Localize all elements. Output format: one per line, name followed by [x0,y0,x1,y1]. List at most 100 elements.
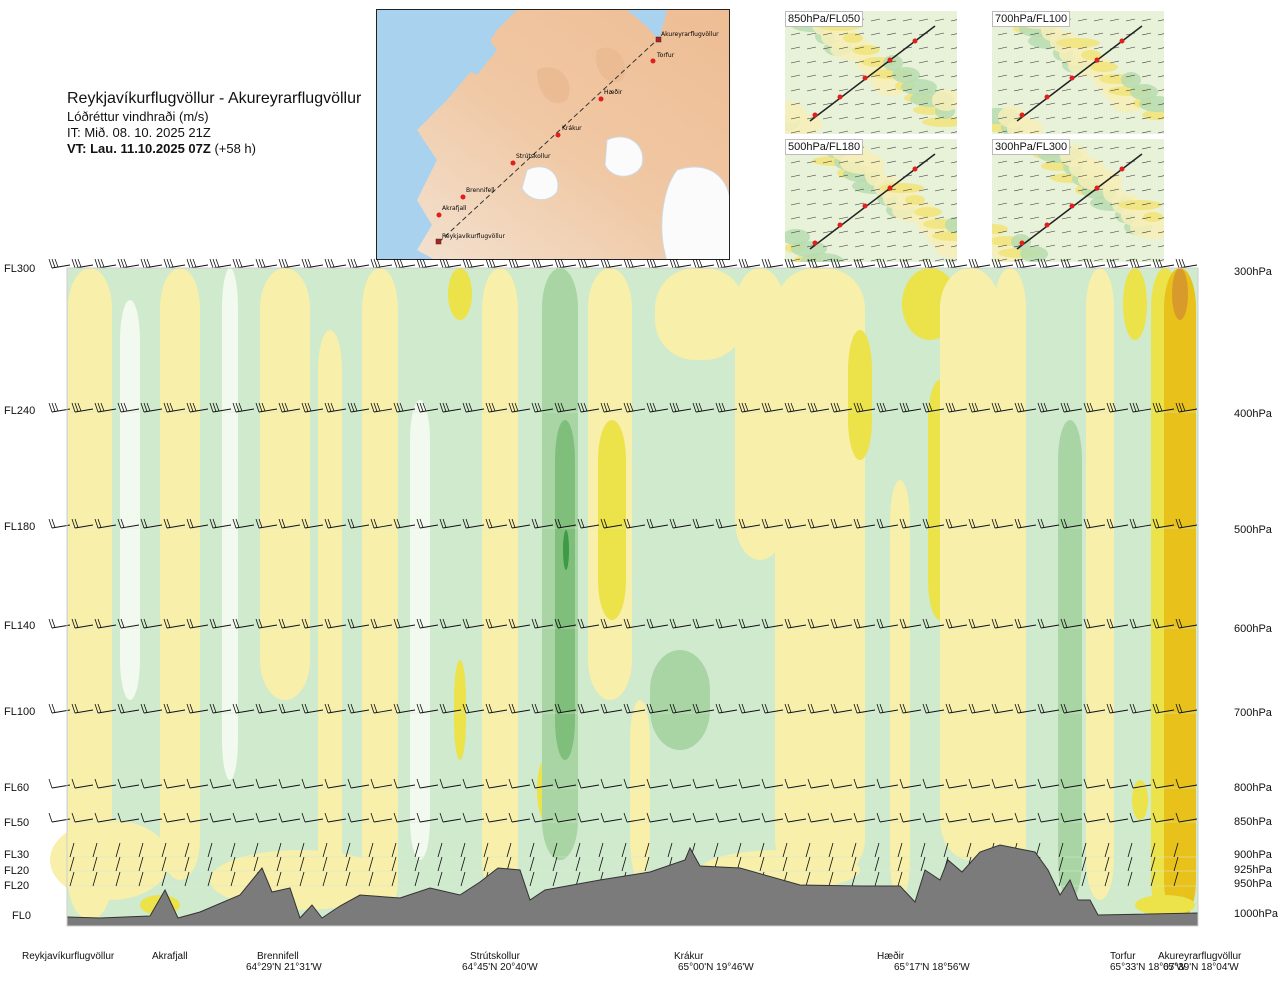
fl-label-20a: FL20 [4,865,30,877]
wind-barb [368,842,374,858]
route-map-svg: Akureyrarflugvöllur Torfur Hæðir Krákur … [377,10,729,259]
wind-barb [736,842,742,858]
station-coord: 65°39'N 18°04'W [1163,962,1239,973]
wind-barb [232,518,255,529]
wind-barb [232,402,255,413]
wind-barb [209,402,232,413]
wind-barb [393,618,416,629]
wind-barb [945,812,968,823]
wind-barb [92,871,98,887]
wind-barb [1175,258,1198,269]
wind-barb [552,871,558,887]
wind-barb [255,778,278,789]
wind-barb [807,518,830,529]
wind-barb [508,518,531,529]
wind-barb [968,812,991,823]
hpa-label-400: 400hPa [1234,408,1272,420]
wind-barb [1129,258,1152,269]
wind-barb [299,856,305,872]
wind-barb [508,778,531,789]
wind-barb [324,618,347,629]
field-band [410,400,430,860]
wind-barb [575,856,581,872]
fl-label-0: FL0 [12,910,31,922]
wind-barb [1150,871,1156,887]
wind-barb [230,856,236,872]
wind-barb [830,402,853,413]
map-stations: Akureyrarflugvöllur Torfur Hæðir Krákur … [435,31,719,245]
map-label-haedir: Hæðir [604,89,623,96]
wind-barb [644,842,650,858]
field-band [448,268,472,320]
wind-barb [761,618,784,629]
wind-barb [1106,618,1129,629]
wind-barb [117,258,140,269]
wind-barb [646,778,669,789]
station-reykjavik: Reykjavíkurflugvöllur [22,951,114,962]
field-band [1123,268,1147,340]
wind-barb [968,518,991,529]
wind-barb [1129,778,1152,789]
wind-barb [71,258,94,269]
wind-barb [439,812,462,823]
wind-barb [209,703,232,714]
field-band [940,268,1000,860]
wind-barb [623,258,646,269]
wind-barb [784,703,807,714]
wind-barb [393,778,416,789]
wind-barb [1014,778,1037,789]
wind-barb [830,812,853,823]
wind-barb [483,856,489,872]
wind-barb [94,402,117,413]
wind-barb [899,258,922,269]
wind-barb [115,871,121,887]
wind-barb [1060,518,1083,529]
wind-barb [209,778,232,789]
station-coord: 64°29'N 21°31'W [246,962,322,973]
wind-barb [115,856,121,872]
wind-barb [416,618,439,629]
wind-barb [163,618,186,629]
wind-barb [1083,812,1106,823]
wind-barb [761,703,784,714]
wind-barb [554,812,577,823]
wind-barb [1129,812,1152,823]
wind-barb [968,402,991,413]
wind-barb [531,618,554,629]
wind-barb [646,703,669,714]
wind-barb [669,258,692,269]
wind-barb [1173,842,1179,858]
wind-barb [1014,402,1037,413]
wind-barb [439,402,462,413]
wind-barb [552,842,558,858]
wind-barb [853,812,876,823]
wind-barb [207,871,213,887]
wind-barb [830,618,853,629]
wind-barb [1081,842,1087,858]
wind-barb [94,258,117,269]
wind-barb [1060,618,1083,629]
wind-barb [897,871,903,887]
wind-barb [94,618,117,629]
wind-barb [414,856,420,872]
wind-barb [1060,703,1083,714]
wind-barb [324,778,347,789]
wind-barb [186,518,209,529]
wind-barb [324,402,347,413]
wind-barb [807,402,830,413]
wind-barb [1106,703,1129,714]
wind-barb [1152,778,1175,789]
wind-barb [416,778,439,789]
wind-barb [485,703,508,714]
wind-barb [692,778,715,789]
field-band [222,268,238,780]
wind-barb [186,812,209,823]
wind-barb [807,618,830,629]
wind-barb [531,518,554,529]
wind-barb [186,703,209,714]
wind-barb [968,618,991,629]
wind-barb [138,842,144,858]
wind-barb [692,618,715,629]
wind-barb [140,703,163,714]
wind-barb [278,618,301,629]
